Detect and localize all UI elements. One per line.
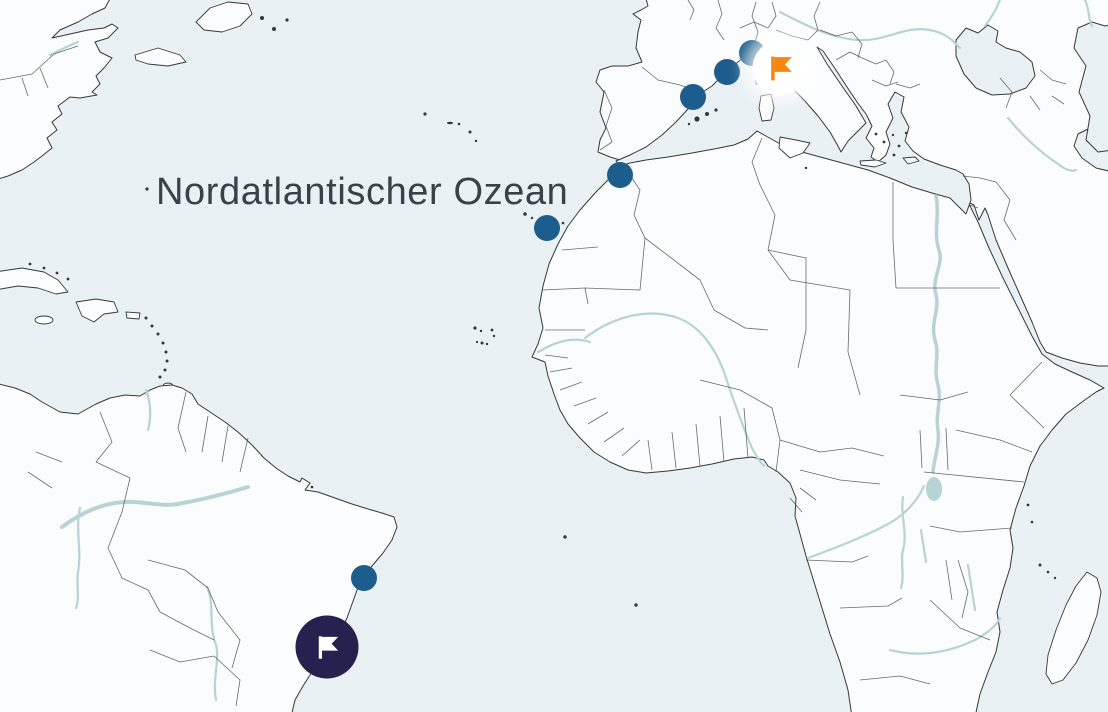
route-waypoint-marker[interactable] <box>351 565 377 591</box>
route-waypoint-marker[interactable] <box>607 162 633 188</box>
route-start-marker[interactable] <box>752 40 808 96</box>
route-waypoint-marker[interactable] <box>680 84 706 110</box>
seas <box>615 21 1108 215</box>
mediterranean-islands <box>687 61 920 170</box>
ocean-label: Nordatlantischer Ozean <box>156 171 569 213</box>
route-waypoint-marker[interactable] <box>714 59 740 85</box>
route-waypoint-marker[interactable] <box>534 215 560 241</box>
route-end-marker[interactable] <box>295 615 359 679</box>
flag-icon <box>770 56 792 80</box>
rivers <box>48 0 1094 702</box>
country-borders <box>0 0 1067 707</box>
flag-icon <box>318 635 338 659</box>
